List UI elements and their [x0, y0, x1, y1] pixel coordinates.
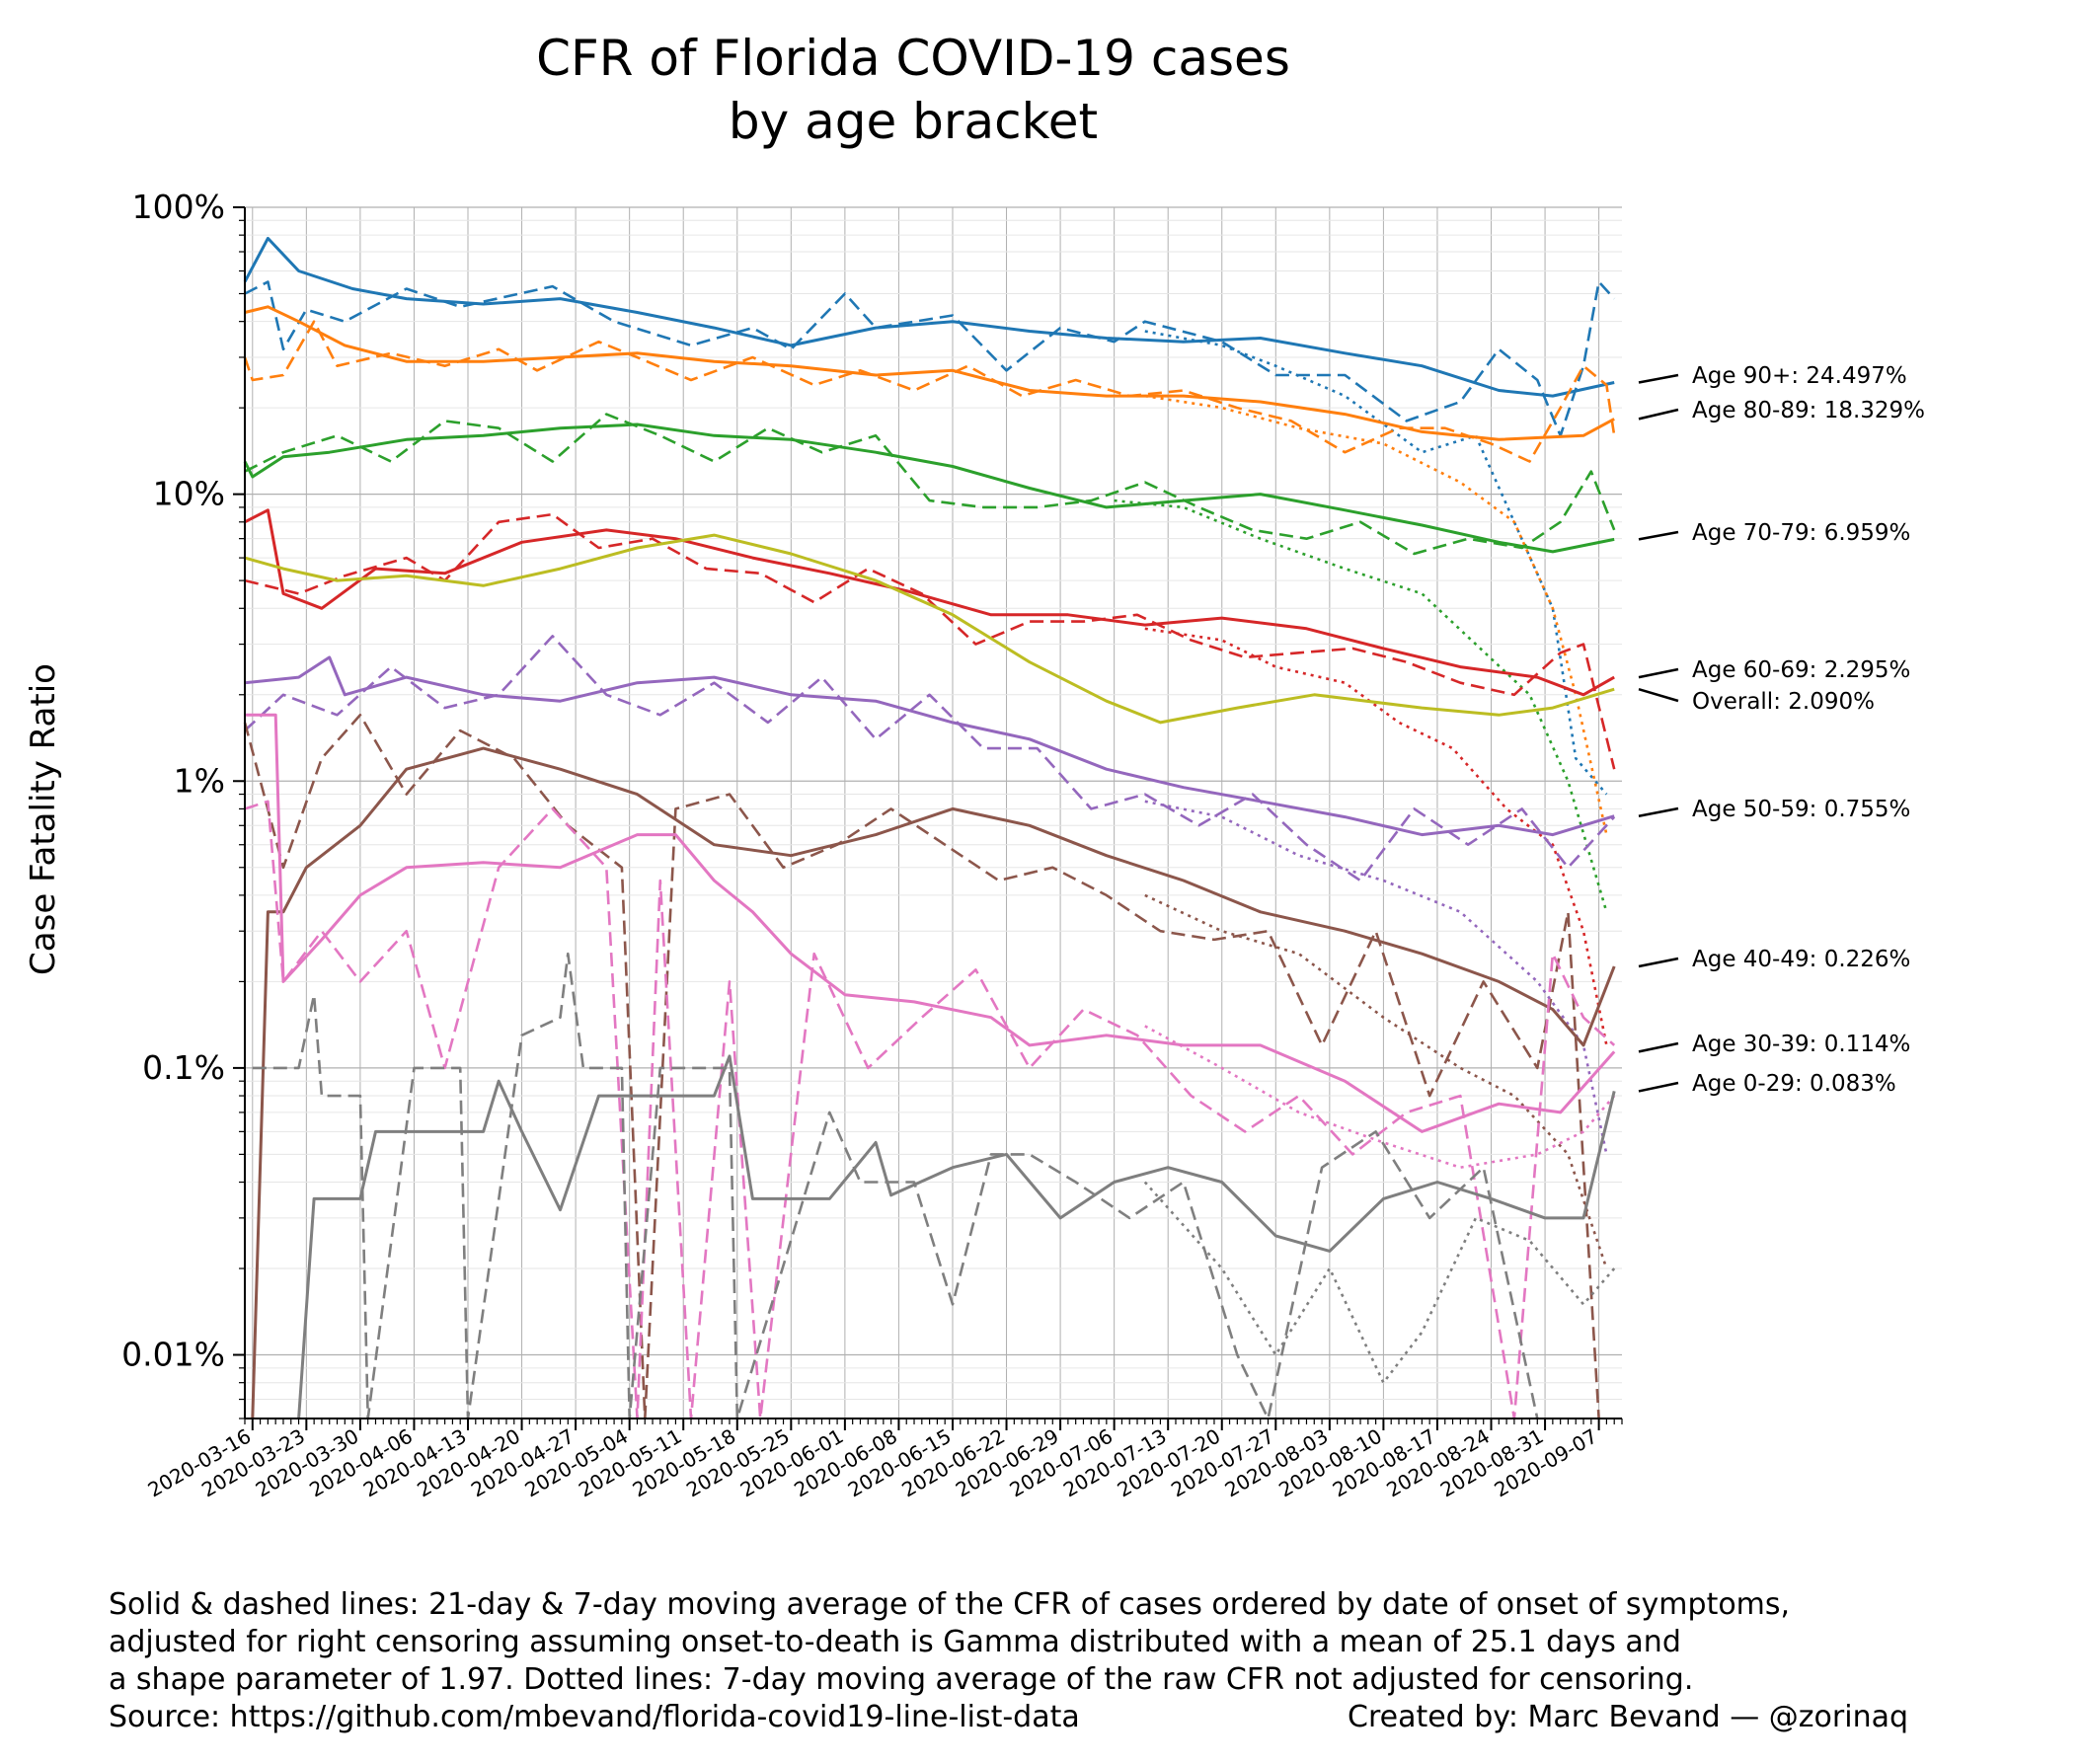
series-label: Overall: 2.090% — [1692, 689, 1875, 715]
series-line-age-90--solid — [243, 236, 1615, 398]
footer-line-3: a shape parameter of 1.97. Dotted lines:… — [109, 1662, 1693, 1697]
annotation-leader — [1638, 1041, 1679, 1053]
series-label: Age 0-29: 0.083% — [1692, 1071, 1896, 1097]
annotation-leader — [1638, 667, 1679, 679]
series-line-age-60-69-dotted — [1144, 627, 1608, 1046]
series-line-age-80-89-dashed — [243, 320, 1616, 463]
y-tick-label: 100% — [132, 188, 225, 226]
y-tick-label: 1% — [174, 761, 225, 800]
annotation-leader — [1638, 688, 1679, 703]
series-line-age-80-89-dotted — [1144, 394, 1608, 835]
footer-line-1: Solid & dashed lines: 21-day & 7-day mov… — [109, 1587, 1790, 1622]
grid — [245, 206, 1622, 1419]
series-label: Age 70-79: 6.959% — [1692, 520, 1910, 546]
series-line-age-30-39-dashed — [244, 800, 1616, 1420]
annotation-leader — [1638, 957, 1679, 968]
series-line-age-0-29-dashed — [252, 952, 1539, 1420]
series-line-age-80-89-solid — [244, 305, 1615, 441]
series-label: Age 90+: 24.497% — [1692, 363, 1907, 389]
series-line-overall-solid — [244, 533, 1615, 725]
series-label: Age 40-49: 0.226% — [1692, 947, 1910, 972]
series-line-age-50-59-dashed — [244, 635, 1616, 882]
chart-title-line-1: CFR of Florida COVID-19 cases — [536, 30, 1290, 87]
annotation-leader — [1638, 373, 1679, 384]
series-line-age-50-59-solid — [244, 655, 1615, 837]
series-line-age-40-49-solid — [251, 746, 1616, 1419]
y-tick-label: 10% — [153, 475, 225, 513]
footer-credit: Created by: Marc Bevand — @zorinaq — [1348, 1700, 1908, 1734]
series-line-age-70-79-dashed — [244, 413, 1616, 556]
y-tick-label: 0.1% — [142, 1048, 225, 1087]
annotation-leader — [1638, 408, 1679, 421]
series-label: Age 30-39: 0.114% — [1692, 1032, 1910, 1057]
series-line-age-30-39-solid — [245, 713, 1616, 1133]
series-label: Age 60-69: 2.295% — [1692, 657, 1910, 683]
series-label: Age 80-89: 18.329% — [1692, 398, 1925, 423]
series-line-age-50-59-dotted — [1144, 800, 1608, 1155]
y-tick-label: 0.01% — [121, 1336, 225, 1374]
series-line-age-70-79-solid — [243, 422, 1615, 554]
annotation-leader — [1638, 530, 1679, 541]
series-line-age-40-49-dashed — [243, 713, 1600, 1420]
series-line-age-60-69-solid — [244, 508, 1615, 697]
series-line-age-0-29-solid — [297, 1054, 1616, 1419]
chart-title-line-2: by age bracket — [729, 93, 1098, 150]
series-line-age-0-29-dotted — [1143, 1181, 1616, 1384]
series-line-age-40-49-dotted — [1144, 893, 1608, 1269]
series-label: Age 50-59: 0.755% — [1692, 797, 1910, 822]
series-line-age-90--dashed — [244, 280, 1616, 437]
y-axis-label: Case Fatality Ratio — [24, 663, 63, 975]
annotations: Age 90+: 24.497% Age 80-89: 18.329% Age 70… — [1638, 363, 1925, 1097]
series-line-age-30-39-dotted — [1144, 1025, 1616, 1169]
series-line-age-60-69-dashed — [244, 512, 1616, 770]
annotation-leader — [1638, 806, 1679, 817]
series-line-age-70-79-dotted — [1114, 499, 1608, 913]
series-layer — [243, 236, 1616, 1420]
footer-source: Source: https://github.com/mbevand/flori… — [109, 1700, 1080, 1734]
footer-line-2: adjusted for right censoring assuming on… — [109, 1625, 1681, 1659]
annotation-leader — [1638, 1081, 1679, 1093]
